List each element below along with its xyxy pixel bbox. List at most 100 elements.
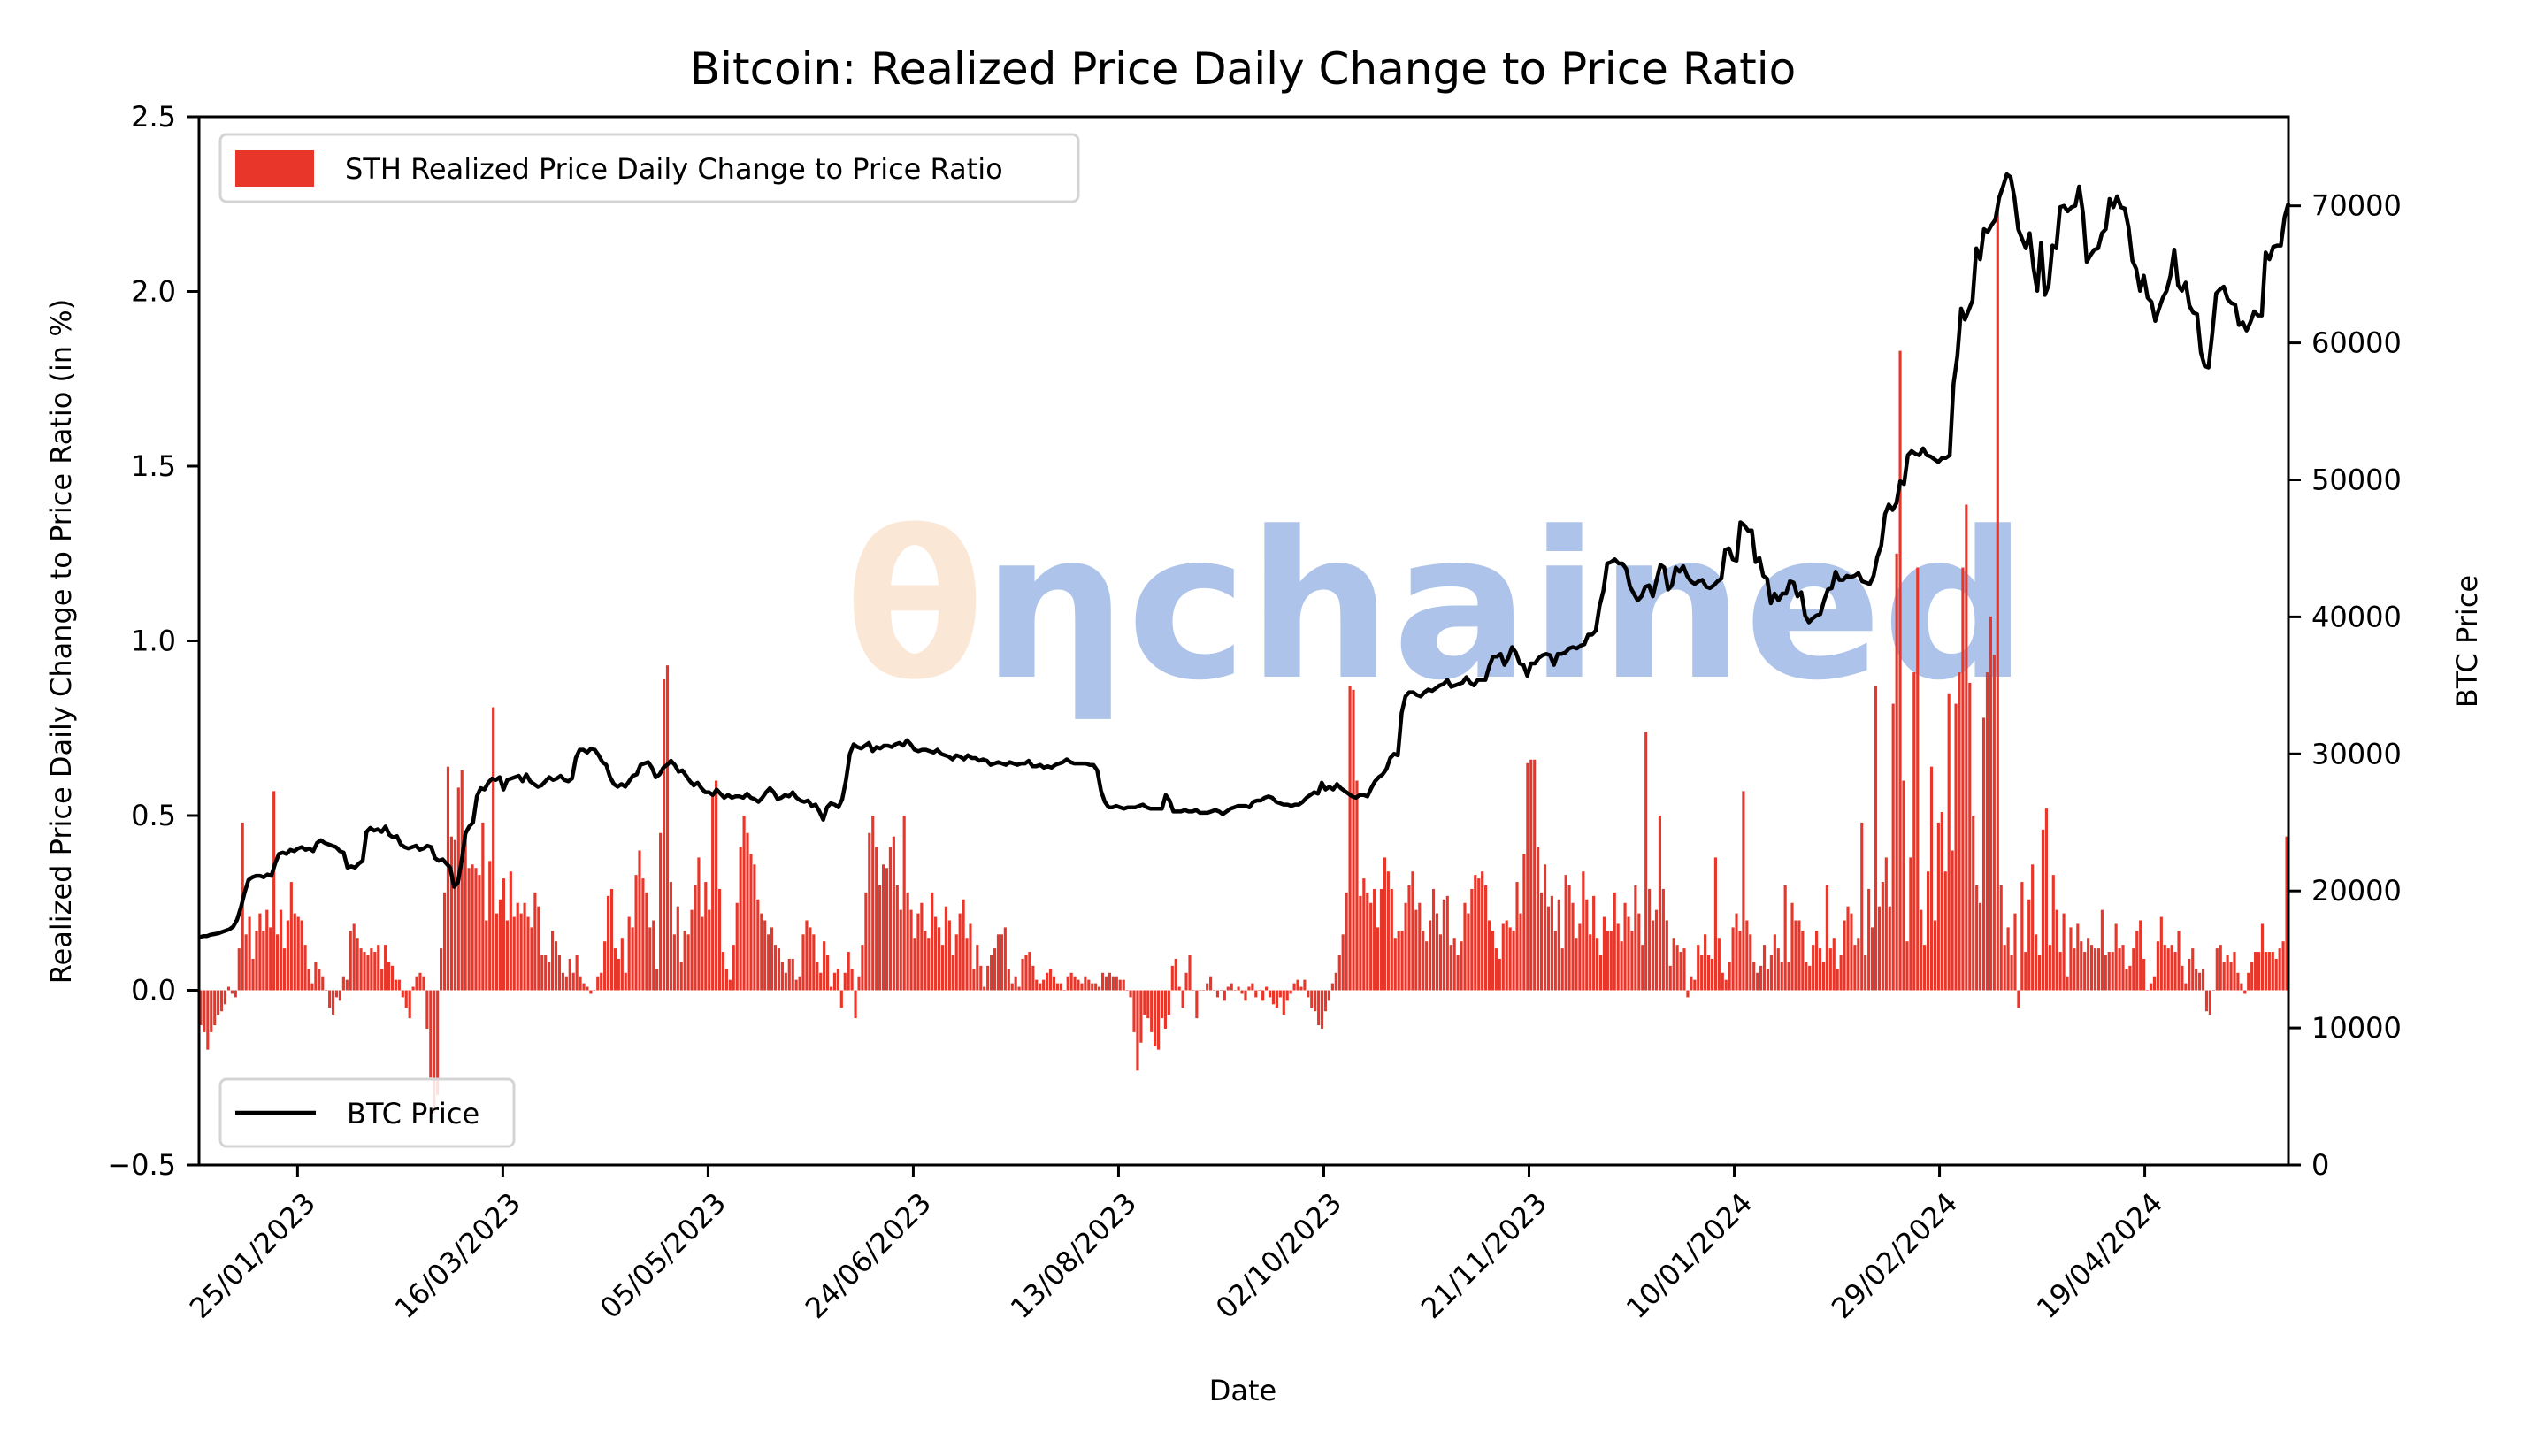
bar [1052,976,1056,991]
bar [1916,567,1920,991]
bar [899,909,902,991]
bar [1154,990,1157,1046]
bar [321,976,325,991]
bar [1553,931,1557,991]
bar [1550,895,1553,991]
left-tick-label: −0.5 [107,1148,176,1182]
bar [422,976,425,991]
bar [1905,941,1909,991]
bar [1686,990,1690,998]
bar [1668,965,1672,991]
bar [554,941,558,991]
bar [286,920,289,991]
bar [2215,948,2219,991]
bar [442,892,447,991]
bar [1857,938,1860,991]
bar [1567,885,1571,991]
bar [1046,972,1049,991]
bar [986,965,990,991]
bar [2250,962,2254,991]
bar [199,990,203,1025]
bar [1634,885,1637,991]
legend-bar-swatch [235,150,314,187]
bar [1352,689,1355,991]
bar [1397,931,1400,991]
bar [1585,899,1589,991]
bar [1094,983,1098,991]
bar [1143,990,1146,1015]
bar [1979,902,1982,991]
bar [1926,871,1930,991]
left-axis: −0.5 0.0 0.5 1.0 1.5 2.0 2.5 [107,100,199,1182]
bar [1431,888,1436,991]
bar [485,920,488,991]
bar [1314,990,1317,1012]
bar [1296,979,1299,991]
bar [676,906,679,991]
bar [787,958,791,991]
bar [2139,920,2142,991]
bar [780,962,784,991]
bar [1641,945,1644,991]
bar [708,909,711,991]
bar [1968,682,1972,991]
bar [2281,941,2285,991]
bar [739,847,742,991]
bar [2278,948,2281,991]
bar [1192,990,1195,991]
bar [606,895,610,991]
bar [429,990,433,1078]
bar [683,931,686,991]
bar [1139,990,1143,1043]
bar [373,952,377,991]
bar [878,885,882,991]
bar [1042,979,1046,991]
bar [672,934,676,991]
bar [1184,972,1188,991]
bar [492,707,495,991]
bar [1606,931,1609,991]
bar [1206,983,1209,991]
bar [1230,983,1233,991]
bar [711,794,715,991]
bar [724,969,728,991]
bar [338,990,342,1001]
bar [645,892,648,991]
bar [1400,931,1404,991]
bar [1341,934,1345,991]
bar [296,916,300,991]
bar [453,839,456,991]
bar [881,864,885,991]
bar [318,969,321,991]
bar [262,931,265,991]
bar [1348,686,1352,991]
bar [2003,945,2006,991]
bar [2184,983,2188,991]
bar [648,927,652,991]
bar [1766,969,1770,991]
bar [746,832,749,991]
bar [1494,948,1498,991]
bar [892,836,895,991]
bar [509,871,512,991]
bar [478,875,481,991]
bar [2132,948,2135,991]
bar [767,934,770,991]
bar [1386,871,1390,991]
bar [1860,822,1864,991]
bar [1501,923,1505,991]
bar [276,934,280,991]
bar [1877,906,1882,991]
bar [1202,990,1206,991]
bar [1442,899,1445,991]
bar [1596,938,1599,991]
bar [366,955,370,991]
bar [582,983,586,991]
bar [495,913,499,991]
bar [1330,983,1334,991]
bar [384,945,387,991]
bar [1912,672,1916,991]
bar [976,945,979,991]
bar [1307,990,1310,998]
